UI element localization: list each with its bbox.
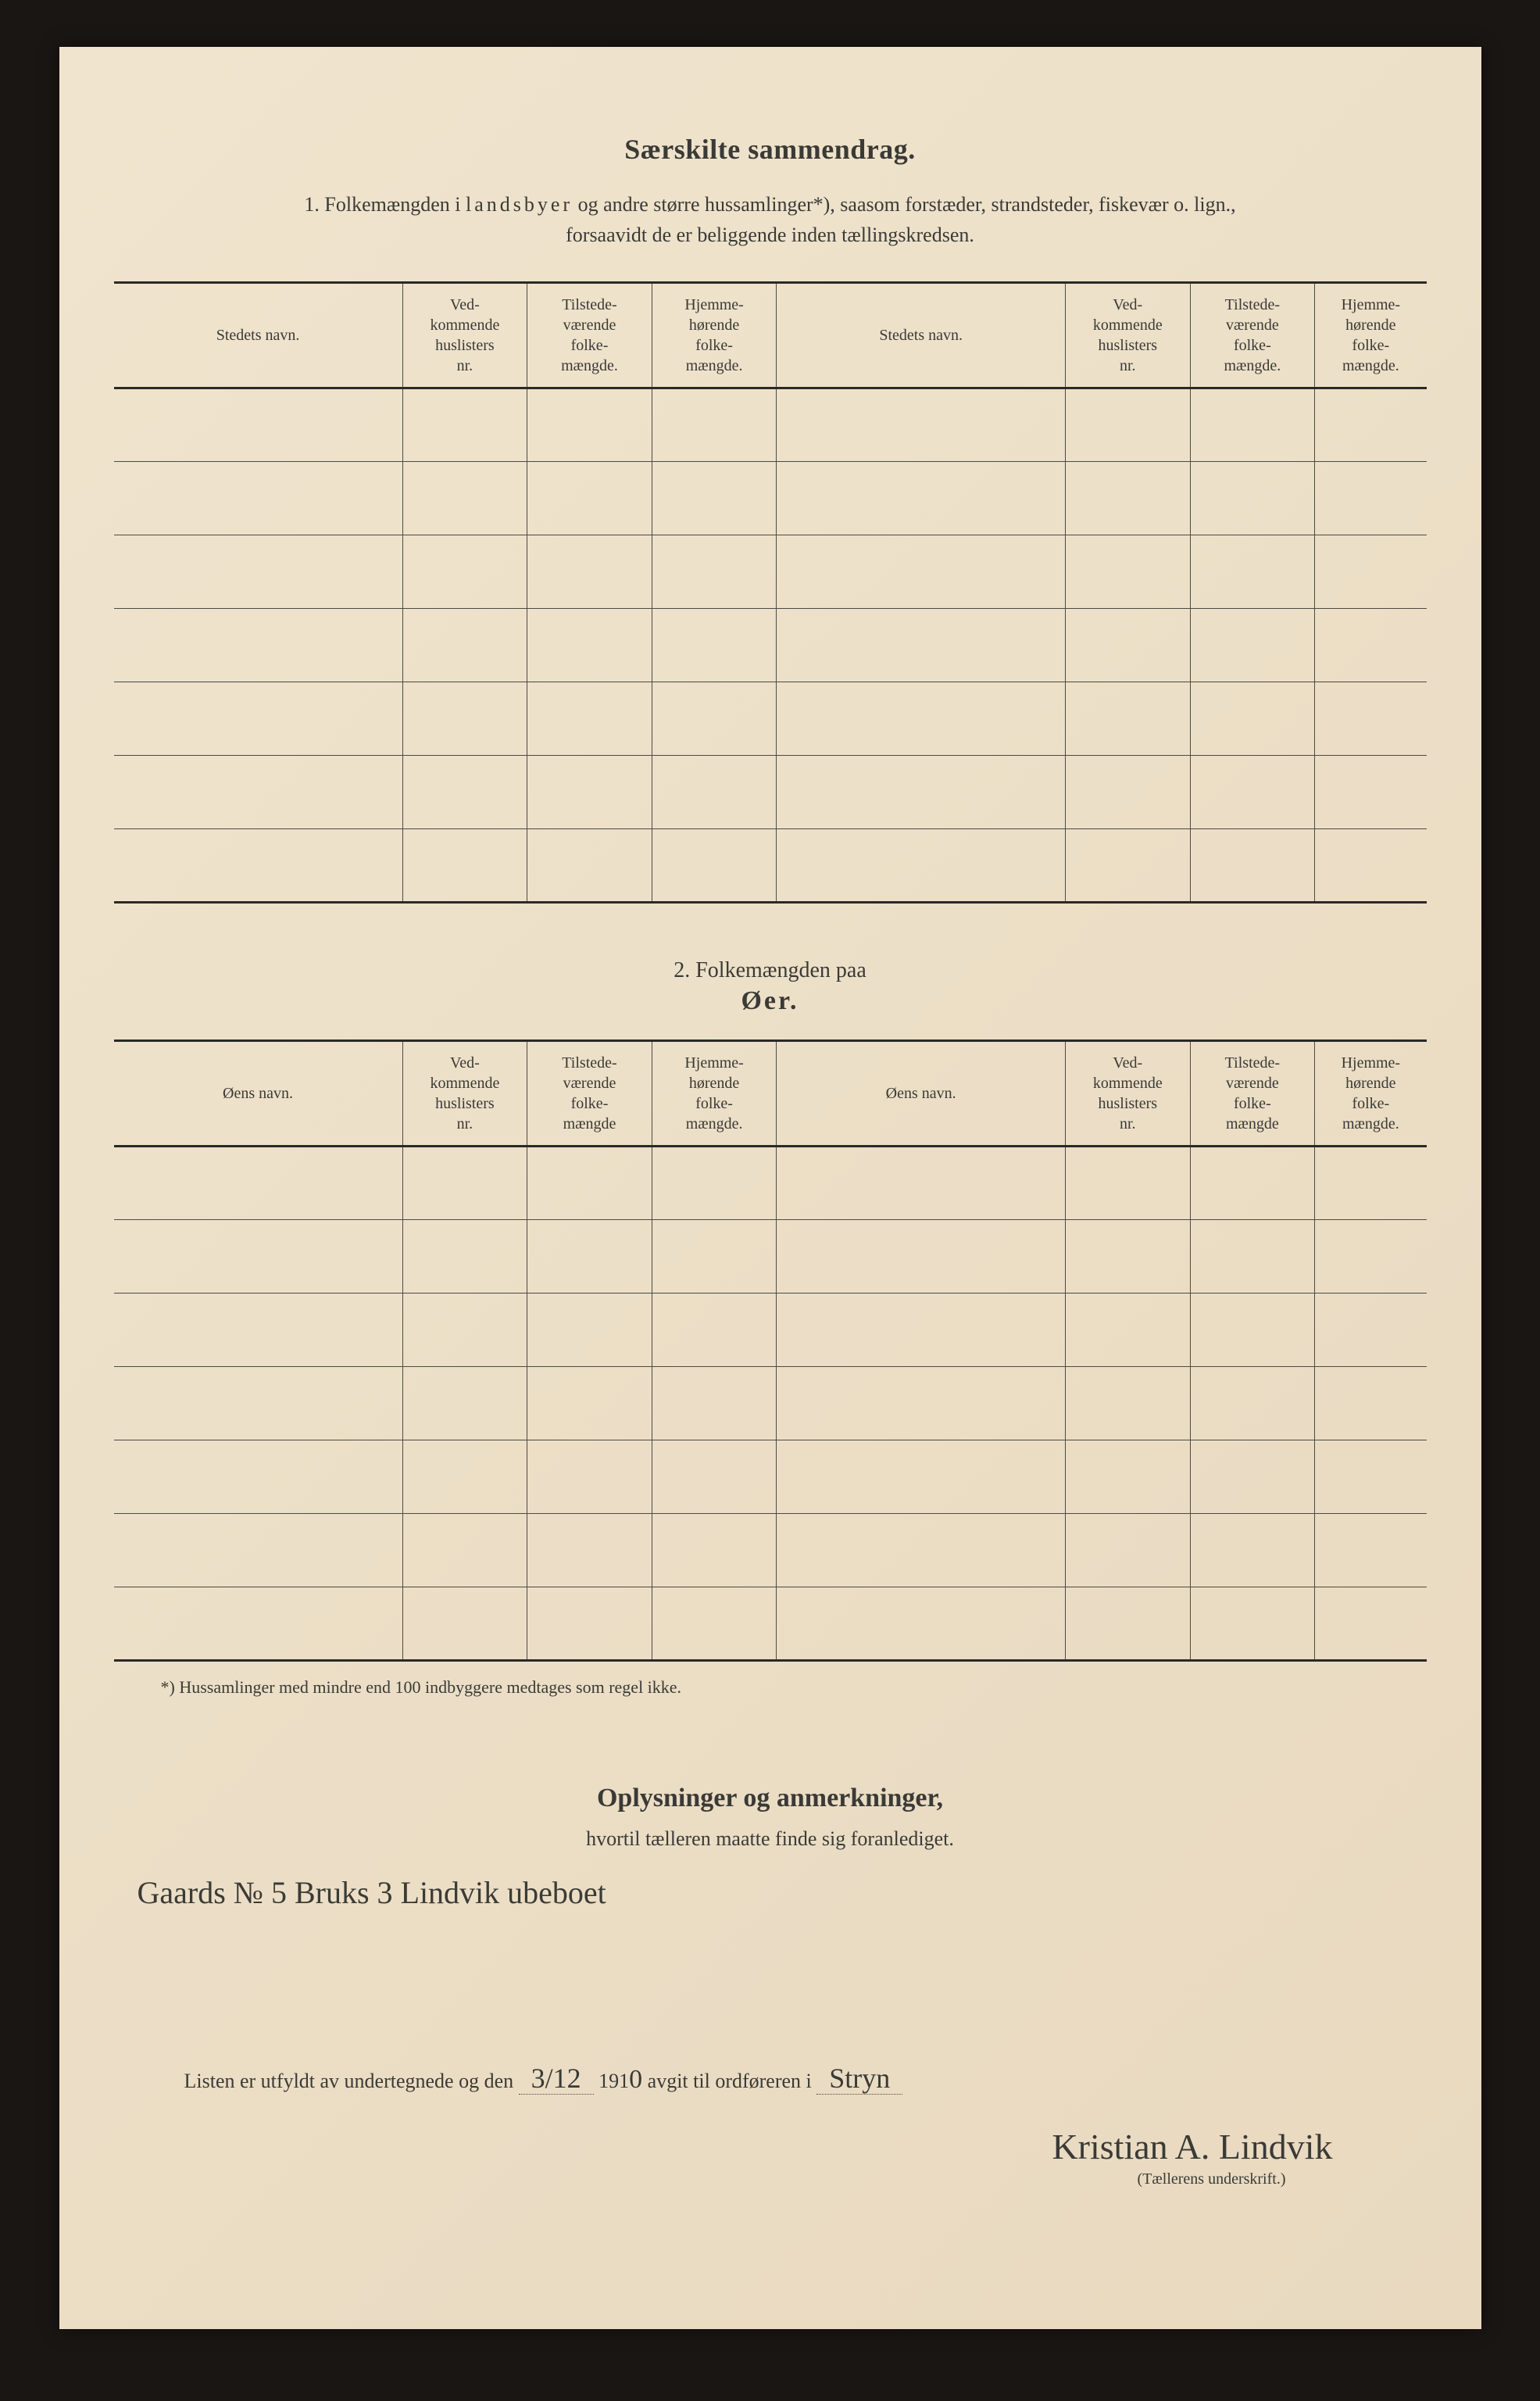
table-row bbox=[114, 829, 1427, 903]
table-row bbox=[114, 1147, 1427, 1220]
table-row bbox=[114, 1514, 1427, 1587]
col-huslister-2: Ved-kommendehuslistersnr. bbox=[1065, 1041, 1190, 1147]
col-hjemme-1: Hjemme-hørendefolke-mængde. bbox=[652, 1041, 777, 1147]
table-row bbox=[114, 1294, 1427, 1367]
col-tilstede-1: Tilstede-værendefolke-mængde bbox=[527, 1041, 652, 1147]
remarks-title: Oplysninger og anmerkninger, bbox=[114, 1784, 1427, 1813]
intro-text-b: og andre større hussamlinger*), saasom f… bbox=[573, 193, 1236, 216]
col-huslister-1: Ved-kommendehuslistersnr. bbox=[402, 283, 527, 388]
col-stedets-navn-1: Stedets navn. bbox=[114, 283, 403, 388]
table-row bbox=[114, 535, 1427, 609]
table-row bbox=[114, 462, 1427, 535]
intro-number: 1. bbox=[304, 193, 320, 216]
section2-sub: Øer. bbox=[114, 986, 1427, 1016]
table-row bbox=[114, 1440, 1427, 1514]
signature-name: Kristian A. Lindvik bbox=[114, 2126, 1427, 2167]
section2-heading: 2. Folkemængden paa bbox=[114, 958, 1427, 983]
remarks-section: Oplysninger og anmerkninger, hvortil tæl… bbox=[114, 1784, 1427, 1911]
intro-text-c: forsaavidt de er beliggende inden tællin… bbox=[566, 224, 974, 246]
col-tilstede-1: Tilstede-værendefolke-mængde. bbox=[527, 283, 652, 388]
col-hjemme-2: Hjemme-hørendefolke-mængde. bbox=[1315, 283, 1427, 388]
col-stedets-navn-2: Stedets navn. bbox=[777, 283, 1066, 388]
sig-year-prefix: 191 bbox=[598, 2070, 629, 2092]
col-huslister-1: Ved-kommendehuslistersnr. bbox=[402, 1041, 527, 1147]
sig-place: Stryn bbox=[816, 2063, 902, 2095]
signature-line: Listen er utfyldt av undertegnede og den… bbox=[114, 2062, 1427, 2095]
col-hjemme-2: Hjemme-hørendefolke-mængde. bbox=[1315, 1041, 1427, 1147]
handwritten-note: Gaards № 5 Bruks 3 Lindvik ubeboet bbox=[114, 1874, 1427, 1911]
table-header-row: Stedets navn. Ved-kommendehuslistersnr. … bbox=[114, 283, 1427, 388]
sig-text-b: avgit til ordføreren i bbox=[648, 2070, 812, 2092]
table-row bbox=[114, 682, 1427, 756]
remarks-subtitle: hvortil tælleren maatte finde sig foranl… bbox=[114, 1827, 1427, 1851]
col-hjemme-1: Hjemme-hørendefolke-mængde. bbox=[652, 283, 777, 388]
footnote: *) Hussamlinger med mindre end 100 indby… bbox=[114, 1677, 1427, 1698]
table-row bbox=[114, 1367, 1427, 1440]
table-row bbox=[114, 1220, 1427, 1294]
col-tilstede-2: Tilstede-værendefolke-mængde. bbox=[1190, 283, 1315, 388]
table-header-row: Øens navn. Ved-kommendehuslistersnr. Til… bbox=[114, 1041, 1427, 1147]
col-oens-navn-1: Øens navn. bbox=[114, 1041, 403, 1147]
col-huslister-2: Ved-kommendehuslistersnr. bbox=[1065, 283, 1190, 388]
intro-text-a: Folkemængden i bbox=[324, 193, 466, 216]
main-title: Særskilte sammendrag. bbox=[114, 133, 1427, 166]
sig-text-a: Listen er utfyldt av undertegnede og den bbox=[184, 2070, 514, 2092]
sig-date: 3/12 bbox=[519, 2063, 594, 2095]
intro-spaced: landsbyer bbox=[466, 193, 573, 216]
table-row bbox=[114, 609, 1427, 682]
col-tilstede-2: Tilstede-værendefolke-mængde bbox=[1190, 1041, 1315, 1147]
table-oer: Øens navn. Ved-kommendehuslistersnr. Til… bbox=[114, 1039, 1427, 1662]
col-oens-navn-2: Øens navn. bbox=[777, 1041, 1066, 1147]
table-row bbox=[114, 756, 1427, 829]
table-landsbyer: Stedets navn. Ved-kommendehuslistersnr. … bbox=[114, 281, 1427, 904]
sig-year-last: 0 bbox=[629, 2065, 642, 2094]
signature-caption: (Tællerens underskrift.) bbox=[114, 2170, 1427, 2188]
signature-block: Listen er utfyldt av undertegnede og den… bbox=[114, 2062, 1427, 2188]
document-page: Særskilte sammendrag. 1. Folkemængden i … bbox=[59, 47, 1481, 2329]
section1-intro: 1. Folkemængden i landsbyer og andre stø… bbox=[114, 189, 1427, 250]
table-row bbox=[114, 1587, 1427, 1661]
table-row bbox=[114, 388, 1427, 462]
